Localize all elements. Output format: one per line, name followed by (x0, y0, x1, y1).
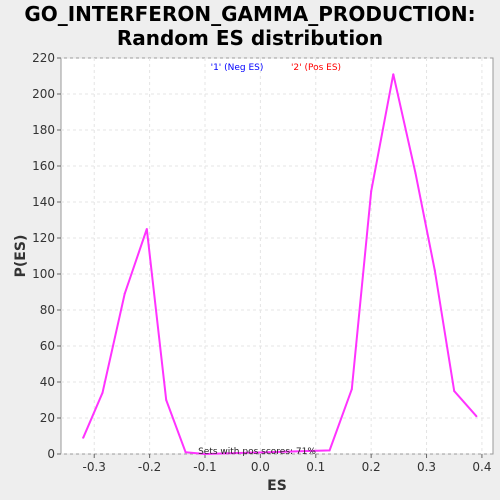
y-axis-label: P(ES) (13, 235, 29, 278)
data-point (184, 451, 187, 454)
y-tick-label: 200 (32, 87, 55, 101)
y-tick-label: 100 (32, 267, 55, 281)
x-tick-label: -0.2 (138, 460, 161, 474)
x-tick-label: 0.0 (251, 460, 270, 474)
data-point (328, 449, 331, 452)
data-point (475, 415, 478, 418)
data-point (453, 390, 456, 392)
y-tick-label: 0 (47, 447, 55, 461)
x-tick-label: -0.1 (193, 460, 216, 474)
plot-background (60, 57, 494, 455)
legend: '1' (Neg ES) '2' (Pos ES) (211, 63, 341, 73)
annotation-pos-scores: Sets with pos scores: 71% (198, 447, 316, 457)
chart-title-line-1: GO_INTERFERON_GAMMA_PRODUCTION: (24, 2, 476, 26)
x-tick-label: 0.2 (362, 460, 381, 474)
legend-item-neg-es: '1' (Neg ES) (211, 63, 264, 73)
chart-title-line-2: Random ES distribution (116, 26, 384, 50)
data-point (350, 388, 353, 391)
x-axis-label: ES (267, 478, 287, 494)
data-point (370, 190, 373, 193)
data-point (145, 228, 148, 230)
y-tick-label: 220 (32, 51, 55, 65)
y-tick-label: 20 (40, 411, 55, 425)
data-point (123, 292, 126, 295)
x-tick-label: 0.1 (306, 460, 325, 474)
data-point (433, 269, 436, 272)
y-tick-label: 40 (40, 375, 55, 389)
x-tick-label: 0.3 (417, 460, 436, 474)
y-tick-label: 60 (40, 339, 55, 353)
y-tick-label: 180 (32, 123, 55, 137)
data-point (101, 391, 104, 394)
y-tick-label: 160 (32, 159, 55, 173)
series-layer (82, 73, 478, 456)
data-point (392, 73, 395, 76)
x-tick-label: 0.4 (472, 460, 491, 474)
y-tick-label: 120 (32, 231, 55, 245)
legend-item-pos-es: '2' (Pos ES) (291, 63, 341, 73)
y-tick-label: 140 (32, 195, 55, 209)
data-point (165, 399, 168, 401)
y-tick-label: 80 (40, 303, 55, 317)
data-point (204, 453, 206, 455)
data-point (82, 436, 85, 439)
data-point (414, 172, 417, 175)
axes: 0 20 40 60 80 100 120 140 160 180 200 220 -0.3 -0.2 -0… (32, 51, 491, 474)
chart-title: GO_INTERFERON_GAMMA_PRODUCTION: Random E… (0, 2, 500, 50)
x-tick-label: -0.3 (83, 460, 106, 474)
